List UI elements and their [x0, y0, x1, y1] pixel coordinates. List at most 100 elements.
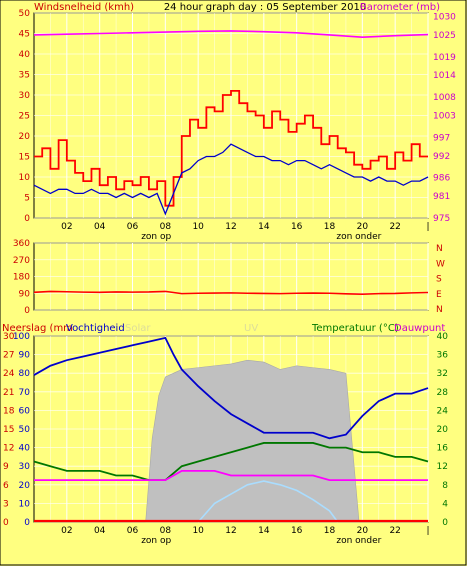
sunrise-label: zon op: [141, 536, 171, 546]
humidity-tick-label: 0: [24, 518, 30, 528]
wind-tick-label: 5: [24, 194, 30, 204]
humidity-line: [33, 336, 429, 440]
humidity-tick-label: 100: [13, 332, 30, 342]
rain-tick-label: 3: [3, 499, 9, 509]
temperature-tick-label: 24: [437, 406, 449, 416]
humidity-tick-label: 80: [19, 369, 31, 379]
temperature-tick-label: 0: [442, 518, 448, 528]
temperature-tick-label: 20: [437, 425, 449, 435]
rain-tick-label: 21: [3, 388, 14, 398]
compass-label: S: [436, 275, 442, 285]
dewpoint-axis-title: Dauwpunt: [394, 323, 445, 334]
barometer-tick-label: 992: [433, 152, 450, 162]
rain-axis-title: Neerslag (mm: [2, 323, 73, 334]
x-tick-label: 04: [94, 222, 106, 232]
x-tick-label: 04: [94, 526, 106, 536]
direction-tick-label: 360: [13, 239, 30, 249]
compass-label: N: [436, 244, 443, 254]
wind-tick-label: 15: [19, 153, 30, 163]
uv-line: [197, 480, 339, 523]
direction-tick-label: 180: [13, 273, 30, 283]
x-tick-label: 18: [324, 222, 336, 232]
sunrise-label: zon op: [141, 232, 171, 242]
wind-tick-label: 35: [19, 71, 30, 81]
humidity-tick-label: 40: [19, 444, 31, 454]
solar-axis-title: Solar: [125, 323, 151, 334]
barometer-tick-label: 975: [433, 214, 450, 224]
wind-gust-line: [34, 90, 428, 207]
rain-tick-label: 9: [3, 462, 9, 472]
humidity-tick-label: 50: [19, 425, 31, 435]
x-tick-label: 20: [357, 526, 369, 536]
sunset-label: zon onder: [336, 536, 381, 546]
uv-axis-title: UV: [244, 323, 258, 334]
humidity-tick-label: 60: [19, 406, 31, 416]
x-tick-label: 18: [324, 526, 336, 536]
humidity-tick-label: 70: [19, 388, 31, 398]
x-tick-label: 10: [192, 222, 204, 232]
temperature-tick-label: 28: [437, 388, 449, 398]
compass-label: N: [436, 305, 443, 315]
temperature-tick-label: 12: [437, 462, 448, 472]
sunset-label: zon onder: [336, 232, 381, 242]
wind-direction-line: [33, 290, 429, 295]
x-tick-label: 14: [258, 222, 270, 232]
solar-area: [145, 359, 360, 523]
barometer-tick-label: 1003: [433, 112, 456, 122]
barometer-tick-label: 1030: [433, 13, 456, 23]
temperature-tick-label: 4: [442, 499, 448, 509]
wind-tick-label: 0: [24, 214, 30, 224]
x-tick-label: 12: [225, 222, 236, 232]
barometer-tick-label: 997: [433, 133, 450, 143]
x-tick-label: 08: [160, 222, 172, 232]
humidity-tick-label: 10: [19, 499, 31, 509]
x-tick-label: 06: [127, 222, 139, 232]
direction-tick-label: 270: [13, 256, 30, 266]
x-tick-label: |: [426, 222, 429, 232]
x-tick-label: 20: [357, 222, 369, 232]
wind-barometer-panel: 0 5 10 15 20 25 30 35 40 45 50 975 981 986 992 997 1003 1…: [19, 9, 457, 242]
direction-tick-label: 90: [19, 289, 31, 299]
chart-title: 24 hour graph day : 05 September 2010: [164, 2, 366, 13]
barometer-tick-label: 1025: [433, 31, 456, 41]
temperature-line: [33, 442, 429, 482]
rain-tick-label: 12: [3, 444, 14, 454]
compass-label: W: [436, 259, 445, 269]
x-tick-label: 16: [291, 222, 303, 232]
x-tick-label: 02: [61, 526, 72, 536]
wind-tick-label: 30: [19, 91, 31, 101]
humidity-tick-label: 90: [19, 351, 31, 361]
wind-tick-label: 50: [19, 9, 31, 19]
barometer-tick-label: 981: [433, 192, 450, 202]
wind-tick-label: 10: [19, 173, 31, 183]
x-tick-label: |: [426, 526, 429, 536]
x-tick-label: 12: [225, 526, 236, 536]
temperature-tick-label: 40: [437, 332, 449, 342]
barometer-tick-label: 1014: [433, 71, 456, 81]
rain-tick-label: 27: [3, 351, 14, 361]
x-tick-label: 14: [258, 526, 270, 536]
rain-tick-label: 30: [3, 332, 15, 342]
direction-tick-label: 0: [24, 306, 30, 316]
x-tick-label: 08: [160, 526, 172, 536]
barometer-axis-title: Barometer (mb): [360, 2, 440, 13]
wind-tick-label: 25: [19, 112, 30, 122]
x-tick-label: 06: [127, 526, 139, 536]
rain-tick-label: 15: [3, 425, 14, 435]
barometer-tick-label: 1008: [433, 93, 456, 103]
x-tick-label: 10: [192, 526, 204, 536]
dewpoint-line: [34, 469, 428, 482]
wind-tick-label: 20: [19, 132, 31, 142]
humidity-tick-label: 30: [19, 462, 31, 472]
temperature-tick-label: 16: [437, 444, 449, 454]
barometer-line: [33, 30, 429, 38]
x-tick-label: 16: [291, 526, 303, 536]
rain-humidity-temperature-panel: 0102030405060708090100036912151821242730…: [3, 332, 448, 546]
temperature-axis-title: Temperatuur (°C): [311, 323, 399, 334]
temperature-tick-label: 8: [442, 481, 448, 491]
x-tick-label: 02: [61, 222, 72, 232]
rain-tick-label: 0: [3, 518, 9, 528]
temperature-tick-label: 36: [437, 351, 449, 361]
